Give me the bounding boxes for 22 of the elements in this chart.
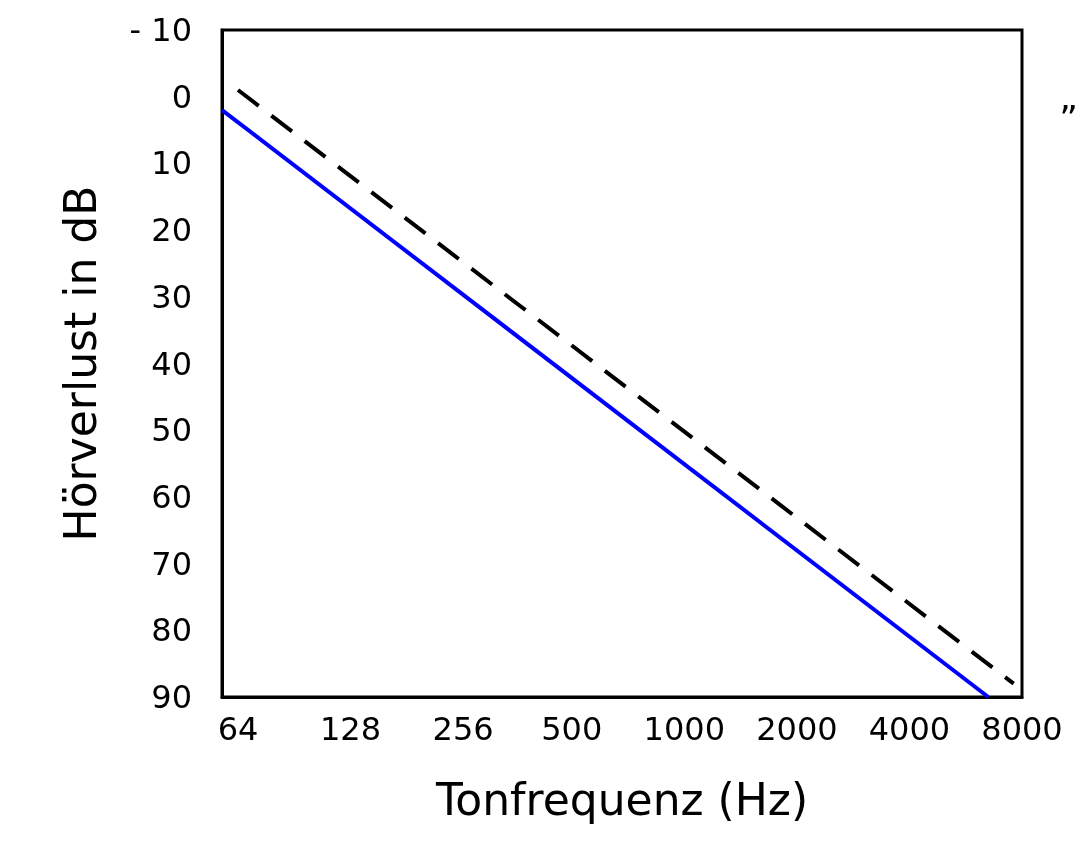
y-tick-label: - 10 xyxy=(129,11,192,49)
y-axis-title: Hörverlust in dB xyxy=(54,185,106,542)
y-tick-label: 30 xyxy=(151,277,192,316)
y-tick-label: 0 xyxy=(171,77,192,116)
y-tick-label: 40 xyxy=(151,344,192,383)
x-axis-title: Tonfrequenz (Hz) xyxy=(434,773,809,825)
y-tick-label: 90 xyxy=(151,678,192,716)
x-tick-label: 2000 xyxy=(756,710,838,748)
x-tick-label: 1000 xyxy=(643,710,726,748)
x-tick-label: 8000 xyxy=(981,710,1063,748)
x-tick-label: 500 xyxy=(541,710,603,748)
x-tick-label: 128 xyxy=(320,710,382,748)
x-tick-label: 256 xyxy=(432,710,494,748)
y-tick-label: 60 xyxy=(151,477,192,516)
y-tick-label: 10 xyxy=(151,144,192,183)
y-tick-label: 20 xyxy=(151,211,192,250)
y-tick-label: 50 xyxy=(151,411,192,450)
x-tick-label: 4000 xyxy=(868,710,951,748)
x-tick-label: 64 xyxy=(217,710,259,748)
text: ” xyxy=(1059,97,1079,139)
y-tick-label: 80 xyxy=(151,611,192,650)
y-tick-label: 70 xyxy=(151,544,192,583)
